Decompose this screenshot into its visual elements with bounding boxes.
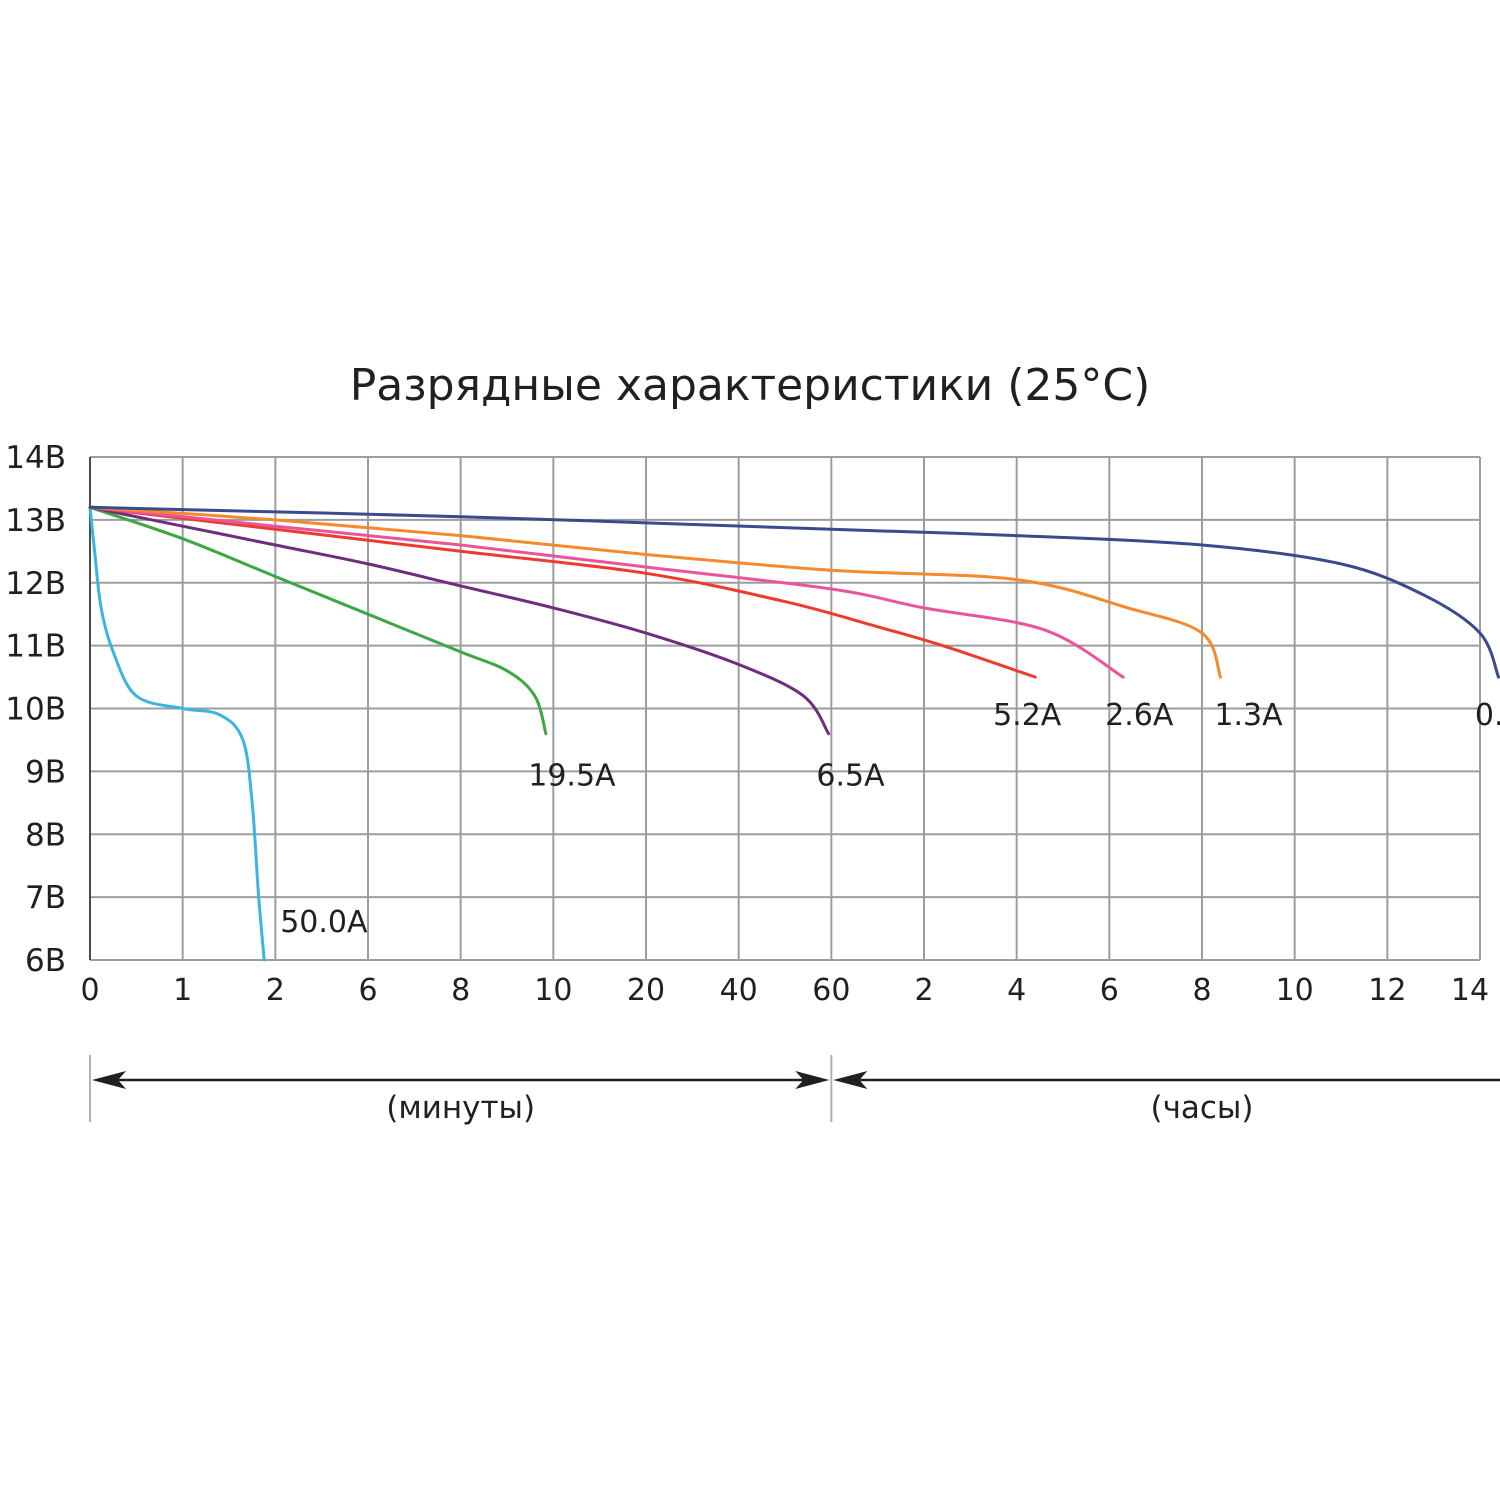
y-tick-label: 11В [5,629,66,665]
x-tick-label: 14 [1451,973,1489,1008]
y-tick-label: 12В [5,566,66,602]
arrowhead-right-icon [795,1071,830,1089]
curve-label: 1.3A [1214,698,1283,733]
arrowhead-left-icon [833,1071,868,1089]
x-tick-label: 10 [534,973,572,1008]
curve-50-0a [88,505,266,962]
x-tick-label: 6 [358,973,377,1008]
discharge-curves [88,505,1500,962]
x-tick-label: 12 [1368,973,1406,1008]
y-tick-label: 9В [25,754,66,790]
x-tick-label: 0 [80,973,99,1008]
x-tick-label: 4 [1007,973,1026,1008]
x-tick-label: 10 [1276,973,1314,1008]
x-axis-ticks: 0 1 2 6 8 10 20 40 60 2 4 6 8 10 12 14 [80,973,1489,1008]
curve-1-3a [88,505,1222,679]
curve-labels: 50.0A 19.5A 6.5A 5.2A 2.6A 1.3A 0.65A [280,698,1500,940]
x-tick-label: 8 [1192,973,1211,1008]
time-unit-sections: (минуты) (часы) [89,1055,1500,1126]
x-tick-label: 6 [1100,973,1119,1008]
x-tick-label: 2 [266,973,285,1008]
curve-label: 6.5A [816,759,885,794]
y-tick-label: 7В [25,880,66,916]
curve-19-5a [88,505,548,736]
curve-label: 2.6A [1105,698,1174,733]
y-tick-label: 10В [5,692,66,728]
x-tick-label: 8 [451,973,470,1008]
y-tick-label: 6В [25,943,66,979]
curve-label: 5.2A [993,698,1062,733]
hours-section-label: (часы) [1150,1090,1253,1126]
curve-label: 0.65A [1475,698,1500,733]
curve-5-2a [88,505,1037,679]
x-tick-label: 2 [914,973,933,1008]
x-tick-label: 60 [812,973,850,1008]
y-tick-label: 13В [5,503,66,539]
x-tick-label: 1 [173,973,192,1008]
y-axis-ticks: 14В 13В 12В 11В 10В 9В 8В 7В 6В [5,440,66,979]
curve-label: 19.5A [528,759,616,794]
y-tick-label: 14В [5,440,66,476]
curve-2-6a [88,505,1125,679]
minutes-section-label: (минуты) [386,1090,535,1126]
curve-6-5a [88,505,831,736]
grid [89,456,1481,961]
chart-title: Разрядные характеристики (25°C) [350,360,1151,411]
curve-label: 50.0A [280,905,368,940]
y-tick-label: 8В [25,817,66,853]
x-tick-label: 40 [720,973,758,1008]
arrowhead-left-icon [92,1071,126,1089]
curve-0-65a [88,505,1500,679]
x-tick-label: 20 [627,973,665,1008]
